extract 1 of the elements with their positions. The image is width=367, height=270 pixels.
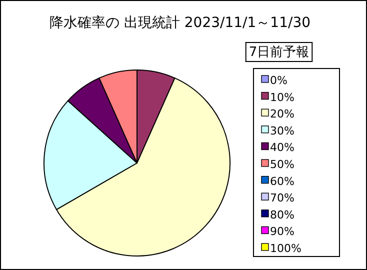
title: 降水確率の 出現統計 2023/11/1～11/30 bbox=[49, 15, 311, 31]
